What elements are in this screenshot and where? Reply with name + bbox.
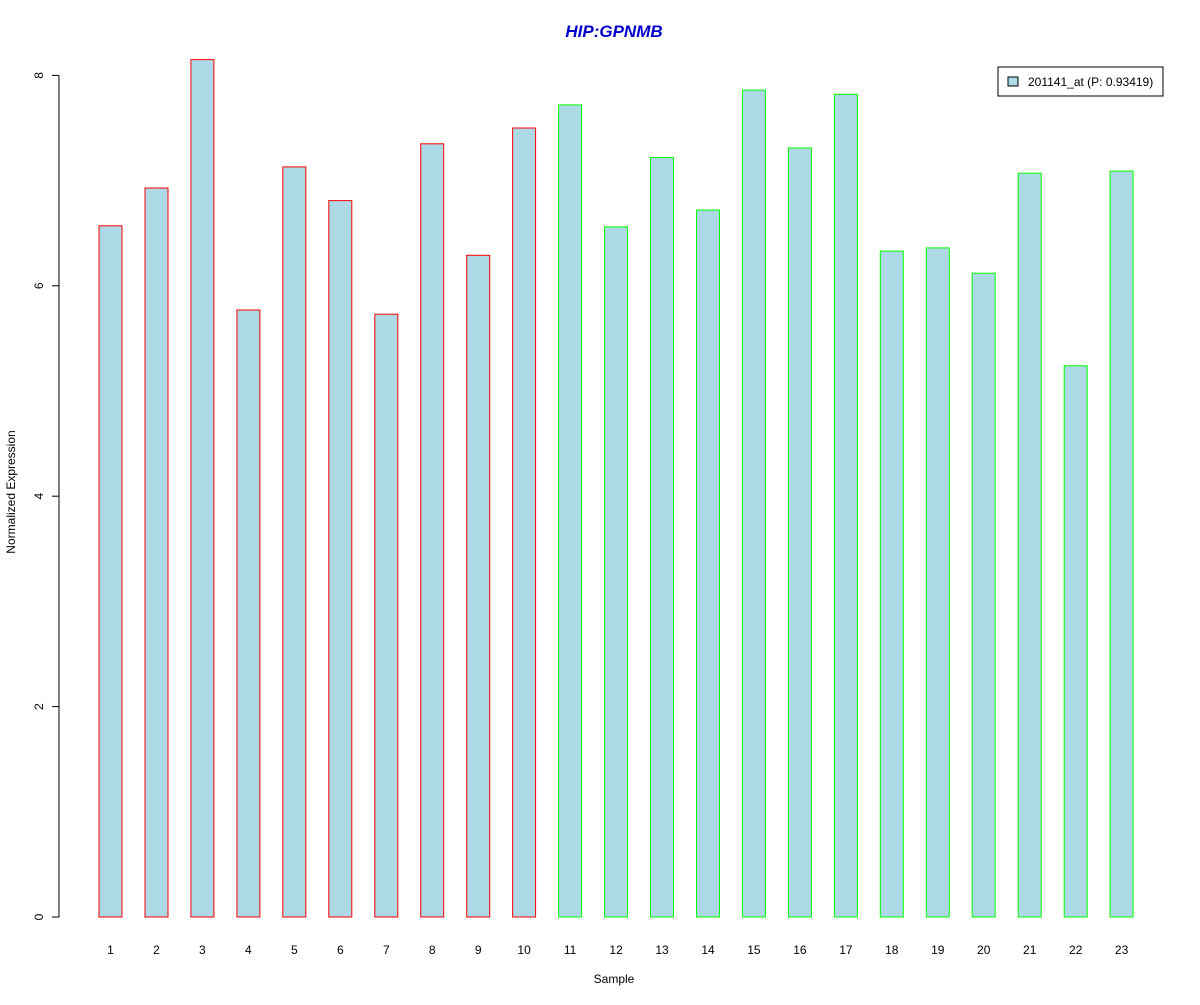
bar [328,200,353,918]
x-axis-label: Sample [594,972,635,986]
x-tick-label: 5 [291,943,298,957]
x-tick-label: 14 [701,943,715,957]
bar [833,93,858,918]
bar [190,59,215,918]
bar [98,225,123,918]
y-tick-label: 4 [32,493,46,500]
x-tick-label: 15 [747,943,761,957]
bar [236,309,261,918]
x-tick-label: 18 [885,943,899,957]
x-tick-label: 20 [977,943,991,957]
bar [466,254,491,918]
legend: 201141_at (P: 0.93419) [997,66,1164,97]
x-tick-label: 11 [564,943,577,957]
bar [879,250,904,918]
bar [374,313,399,918]
legend-swatch [1007,76,1019,87]
legend-label: 201141_at (P: 0.93419) [1028,75,1153,89]
x-tick-label: 17 [839,943,853,957]
bar [741,89,766,918]
y-tick-label: 8 [32,72,46,79]
y-tick-label: 0 [32,913,46,920]
bar [604,226,629,918]
bars [98,59,1134,918]
x-tick-label: 13 [655,943,669,957]
x-tick-label: 9 [475,943,482,957]
bar [1063,365,1088,918]
x-tick-label: 19 [931,943,945,957]
bar [650,157,674,918]
bar [1109,170,1134,918]
bar [512,127,537,918]
x-tick-label: 22 [1069,943,1083,957]
x-tick-label: 3 [199,943,206,957]
bar [925,247,950,918]
x-tick-label: 8 [429,943,436,957]
x-tick-label: 6 [337,943,344,957]
bar [282,166,307,918]
y-tick-label: 2 [32,703,46,710]
bar [696,209,720,918]
x-tick-label: 23 [1115,943,1129,957]
x-tick-label: 7 [383,943,390,957]
y-axis-label: Normalized Expression [4,430,18,553]
x-tick-labels: 1 2 3 4 5 6 7 8 9 10 11 12 13 14 15 16 17 18 19 20 21 22 23 [107,943,1128,957]
x-tick-label: 1 [107,943,114,957]
x-tick-label: 2 [153,943,160,957]
bar [144,187,169,918]
x-tick-label: 16 [793,943,807,957]
bar [971,272,996,918]
y-tick-label: 6 [32,282,46,289]
bar [558,104,583,918]
bar [420,143,445,918]
chart-title: HIP:GPNMB [565,22,662,41]
legend-box [997,66,1164,97]
x-tick-label: 10 [517,943,531,957]
bar [1017,172,1042,918]
x-tick-label: 21 [1023,943,1037,957]
x-tick-label: 4 [245,943,252,957]
bar [787,147,812,918]
x-tick-label: 12 [609,943,623,957]
y-axis: 0 2 4 6 8 [32,72,60,920]
